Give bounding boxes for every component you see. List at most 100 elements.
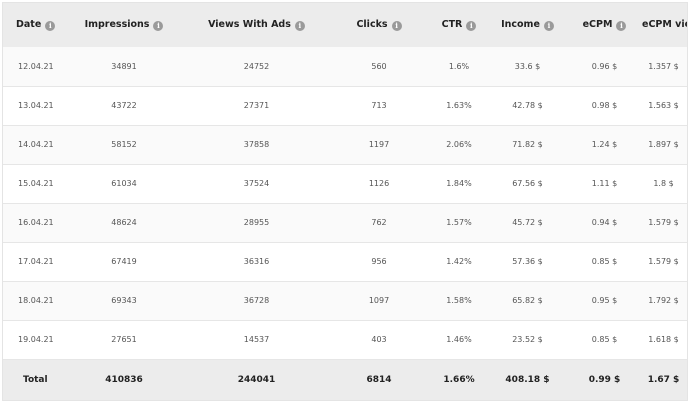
info-icon[interactable]: i bbox=[45, 21, 56, 31]
column-header-label: eCPM bbox=[582, 19, 613, 30]
cell-income: 71.82 $ bbox=[512, 140, 543, 149]
cell-views-with-ads: 28955 bbox=[243, 218, 270, 227]
cell-views-with-ads: 36316 bbox=[243, 257, 270, 266]
cell-date: 18.04.21 bbox=[18, 296, 54, 305]
table-row: 16.04.21 48624 28955 762 1.57% 45.72 $ 0.94 $ 1… bbox=[3, 203, 687, 242]
cell-ctr: 1.42% bbox=[446, 257, 472, 266]
cell-ctr: 1.46% bbox=[446, 335, 472, 344]
column-header-ecpm-views[interactable]: eCPM viewsi bbox=[638, 3, 687, 47]
cell-ecpm-views: 1.8 $ bbox=[653, 179, 674, 188]
info-icon[interactable]: i bbox=[543, 21, 554, 31]
totals-row: Total 410836 244041 6814 1.66% 408.18 $ 0.99 $… bbox=[3, 359, 687, 400]
table-row: 12.04.21 34891 24752 560 1.6% 33.6 $ 0.96 $ 1.3… bbox=[3, 47, 687, 86]
header-row: Date i Impressions i Views With Ads i Clicks i C… bbox=[3, 3, 687, 47]
cell-ecpm-views: 1.579 $ bbox=[648, 218, 679, 227]
cell-ecpm-views: 1.618 $ bbox=[648, 335, 679, 344]
cell-ecpm: 0.94 $ bbox=[591, 218, 618, 227]
cell-clicks: 956 bbox=[371, 257, 387, 266]
cell-date: 14.04.21 bbox=[18, 140, 54, 149]
total-ecpm-views: 1.67 $ bbox=[647, 375, 680, 386]
cell-impressions: 69343 bbox=[111, 296, 137, 305]
cell-income: 42.78 $ bbox=[512, 101, 543, 110]
table-row: 19.04.21 27651 14537 403 1.46% 23.52 $ 0.85 $ 1… bbox=[3, 320, 687, 359]
cell-impressions: 48624 bbox=[111, 218, 137, 227]
cell-views-with-ads: 14537 bbox=[243, 335, 270, 344]
cell-income: 67.56 $ bbox=[512, 179, 543, 188]
cell-clicks: 403 bbox=[371, 335, 387, 344]
cell-ecpm-views: 1.563 $ bbox=[648, 101, 679, 110]
stats-table: Date i Impressions i Views With Ads i Clicks i C… bbox=[3, 3, 687, 400]
total-views-with-ads: 244041 bbox=[237, 375, 276, 386]
total-ctr: 1.66% bbox=[443, 375, 475, 386]
cell-ctr: 1.57% bbox=[446, 218, 472, 227]
cell-ctr: 2.06% bbox=[446, 140, 472, 149]
info-icon[interactable]: i bbox=[391, 21, 402, 31]
cell-income: 45.72 $ bbox=[512, 218, 543, 227]
cell-views-with-ads: 36728 bbox=[243, 296, 270, 305]
cell-clicks: 560 bbox=[371, 61, 387, 71]
cell-views-with-ads: 24752 bbox=[243, 61, 270, 71]
cell-ecpm-views: 1.792 $ bbox=[648, 296, 679, 305]
column-header-label: Impressions bbox=[84, 19, 150, 30]
column-header-clicks[interactable]: Clicks i bbox=[324, 3, 434, 47]
column-header-label: Income bbox=[501, 19, 540, 30]
cell-income: 57.36 $ bbox=[512, 257, 543, 266]
info-icon[interactable]: i bbox=[466, 21, 477, 31]
cell-views-with-ads: 27371 bbox=[243, 101, 270, 110]
cell-ecpm: 1.11 $ bbox=[591, 179, 618, 188]
cell-clicks: 762 bbox=[371, 218, 387, 227]
total-impressions: 410836 bbox=[105, 375, 143, 386]
cell-income: 33.6 $ bbox=[514, 61, 541, 71]
cell-date: 16.04.21 bbox=[18, 218, 54, 227]
cell-clicks: 1197 bbox=[368, 140, 390, 149]
cell-income: 65.82 $ bbox=[512, 296, 543, 305]
table-row: 17.04.21 67419 36316 956 1.42% 57.36 $ 0.85 $ 1… bbox=[3, 242, 687, 281]
column-header-label: Date bbox=[16, 19, 42, 30]
cell-ecpm: 1.24 $ bbox=[591, 140, 618, 149]
cell-date: 12.04.21 bbox=[18, 61, 54, 71]
cell-ctr: 1.58% bbox=[446, 296, 472, 305]
total-income: 408.18 $ bbox=[505, 375, 550, 386]
column-header-label: eCPM views bbox=[642, 19, 687, 30]
column-header-impressions[interactable]: Impressions i bbox=[59, 3, 189, 47]
column-header-views-with-ads[interactable]: Views With Ads i bbox=[189, 3, 324, 47]
cell-ecpm: 0.85 $ bbox=[591, 257, 618, 266]
table-header: Date i Impressions i Views With Ads i Clicks i C… bbox=[3, 3, 687, 47]
column-header-label: CTR bbox=[441, 19, 463, 30]
cell-date: 13.04.21 bbox=[18, 101, 54, 110]
column-header-ctr[interactable]: CTR i bbox=[434, 3, 484, 47]
table-footer: Total 410836 244041 6814 1.66% 408.18 $ 0.99 $… bbox=[3, 359, 687, 400]
column-header-date[interactable]: Date i bbox=[3, 3, 59, 47]
info-icon[interactable]: i bbox=[153, 21, 164, 31]
table-row: 15.04.21 61034 37524 1126 1.84% 67.56 $ 1.11 $… bbox=[3, 164, 687, 203]
cell-impressions: 34891 bbox=[111, 61, 137, 71]
cell-ctr: 1.6% bbox=[448, 61, 470, 71]
cell-ctr: 1.63% bbox=[446, 101, 472, 110]
cell-ecpm: 0.98 $ bbox=[591, 101, 618, 110]
column-header-ecpm[interactable]: eCPM i bbox=[571, 3, 638, 47]
info-icon[interactable]: i bbox=[616, 21, 627, 31]
cell-clicks: 1126 bbox=[368, 179, 390, 188]
column-header-income[interactable]: Income i bbox=[484, 3, 571, 47]
total-clicks: 6814 bbox=[366, 375, 392, 386]
cell-ecpm: 0.85 $ bbox=[591, 335, 618, 344]
info-icon[interactable]: i bbox=[294, 21, 305, 31]
cell-ecpm: 0.96 $ bbox=[591, 61, 618, 71]
cell-ecpm: 0.95 $ bbox=[591, 296, 618, 305]
cell-date: 15.04.21 bbox=[18, 179, 54, 188]
cell-date: 17.04.21 bbox=[18, 257, 54, 266]
total-date: Total bbox=[23, 375, 48, 386]
column-header-label: Views With Ads bbox=[208, 19, 291, 30]
table-body: 12.04.21 34891 24752 560 1.6% 33.6 $ 0.96 $ 1.3… bbox=[3, 47, 687, 359]
cell-impressions: 61034 bbox=[111, 179, 137, 188]
cell-impressions: 27651 bbox=[111, 335, 137, 344]
cell-income: 23.52 $ bbox=[512, 335, 543, 344]
cell-views-with-ads: 37524 bbox=[243, 179, 270, 188]
table-row: 13.04.21 43722 27371 713 1.63% 42.78 $ 0.98 $ 1… bbox=[3, 86, 687, 125]
table-row: 18.04.21 69343 36728 1097 1.58% 65.82 $ 0.95 $… bbox=[3, 281, 687, 320]
cell-ecpm-views: 1.357 $ bbox=[648, 61, 679, 71]
cell-clicks: 1097 bbox=[368, 296, 390, 305]
cell-impressions: 58152 bbox=[111, 140, 137, 149]
cell-date: 19.04.21 bbox=[18, 335, 54, 344]
